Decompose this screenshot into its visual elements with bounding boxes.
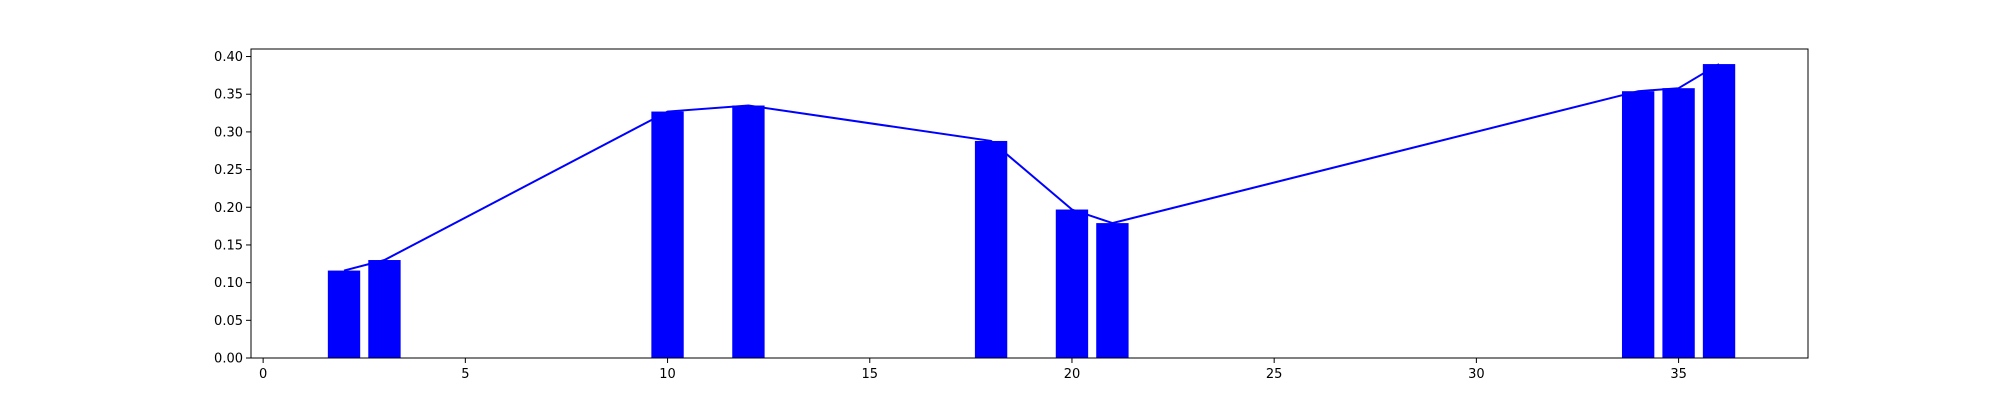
series-line [343, 63, 1720, 272]
y-axis: 0.00 0.05 0.10 0.15 0.20 0.25 0.30 0.35 0.40 [214, 50, 251, 367]
bar [368, 260, 401, 358]
y-tick-label: 0.15 [214, 238, 243, 253]
plot-frame [250, 48, 1809, 359]
x-tick-label: 30 [1468, 367, 1485, 382]
bar [1055, 209, 1089, 358]
x-tick-label: 10 [659, 367, 676, 382]
bar [1096, 223, 1129, 358]
y-tick-label: 0.25 [214, 163, 243, 178]
x-tick-label: 35 [1670, 367, 1687, 382]
bar [1702, 64, 1736, 358]
x-tick-label: 20 [1064, 367, 1081, 382]
bar [327, 270, 361, 358]
bar [732, 105, 765, 359]
x-tick-label: 15 [861, 367, 878, 382]
bar [974, 140, 1008, 358]
y-tick-label: 0.30 [214, 125, 243, 140]
bar [1662, 88, 1695, 358]
x-axis: 0 5 10 15 20 25 30 35 [259, 358, 1687, 382]
bars-layer [327, 64, 1736, 359]
y-tick-label: 0.10 [214, 276, 243, 291]
y-tick-label: 0.40 [214, 50, 243, 65]
y-tick-label: 0.20 [214, 201, 243, 216]
x-tick-label: 0 [259, 367, 267, 382]
x-tick-label: 25 [1266, 367, 1283, 382]
y-tick-label: 0.05 [214, 314, 243, 329]
bar [1621, 91, 1655, 358]
bar [651, 111, 684, 359]
x-tick-label: 5 [461, 367, 469, 382]
y-tick-label: 0.35 [214, 88, 243, 103]
line-layer [343, 63, 1720, 272]
y-tick-label: 0.00 [214, 352, 243, 367]
